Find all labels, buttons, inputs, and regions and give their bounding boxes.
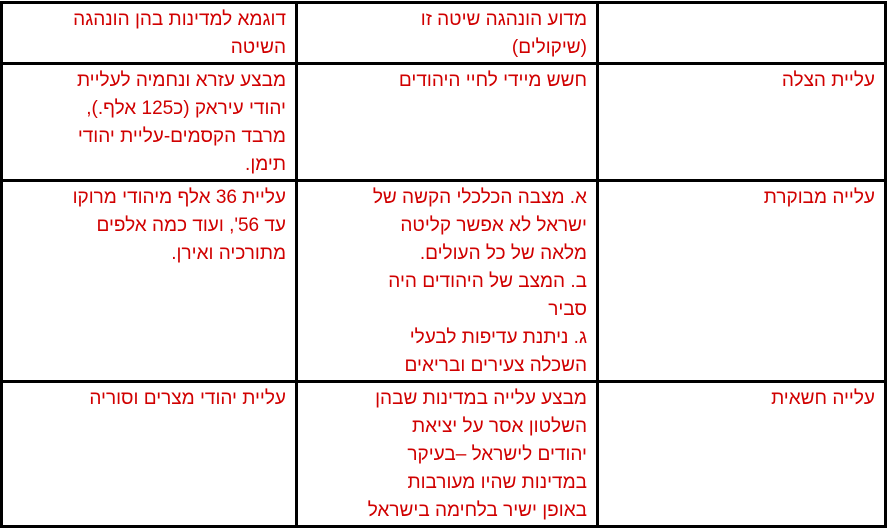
cell-example: דוגמא למדינות בהן הונהגה השיטה	[0, 1, 298, 65]
cell-example: עליית 36 אלף מיהודי מרוקו עד 56', ועוד כמ…	[0, 179, 298, 383]
header-row: מדוע הונהגה שיטה זו (שיקולים) דוגמא למדינו…	[0, 1, 887, 65]
cell-text-line: עד 56', ועוד כמה אלפים	[96, 215, 286, 236]
cell-example: מבצע עזרא ונחמיה לעליית יהודי עיראק (כ125…	[0, 62, 298, 182]
cell-text-line: ב. המצב של היהודים היה	[388, 271, 587, 292]
cell-text-line: תימן.	[245, 154, 286, 175]
cell-reason: מדוע הונהגה שיטה זו (שיקולים)	[295, 1, 599, 65]
cell-text-line: עלייה חשאית	[771, 388, 875, 409]
cell-text-line: מדוע הונהגה שיטה זו	[420, 9, 587, 30]
table-row: עלייה חשאית מבצע עלייה במדינות שבהן השלטון…	[0, 380, 887, 528]
cell-method	[596, 1, 887, 65]
cell-text-line: עלייה מבוקרת	[763, 187, 875, 208]
cell-text-line: השכלה צעירים ובריאים	[404, 355, 588, 376]
cell-method: עלייה חשאית	[596, 380, 887, 528]
cell-text-line: עליית 36 אלף מיהודי מרוקו	[72, 187, 286, 208]
cell-reason: חשש מיידי לחיי היהודים	[295, 62, 599, 182]
cell-text-line: מתורכיה ואירן.	[171, 243, 286, 264]
cell-text-line: דוגמא למדינות בהן הונהגה	[73, 9, 286, 30]
table-row: עלייה מבוקרת א. מצבה הכלכלי הקשה של ישראל …	[0, 179, 887, 383]
cell-text-line: (שיקולים)	[511, 37, 587, 58]
cell-method: עלייה מבוקרת	[596, 179, 887, 383]
cell-text-line: מבצע עלייה במדינות שבהן	[375, 388, 587, 409]
cell-text-line: עליית יהודי מצרים וסוריה	[89, 388, 286, 409]
cell-text-line: סביר	[548, 299, 587, 320]
cell-text-line: עליית הצלה	[781, 70, 875, 91]
cell-text-line: במדינות שהיו מעורבות	[407, 472, 587, 493]
cell-text-line: א. מצבה הכלכלי הקשה של	[372, 187, 587, 208]
cell-text-line: ג. ניתנת עדיפות לבעלי	[409, 327, 587, 348]
cell-method: עליית הצלה	[596, 62, 887, 182]
cell-text-line: יהודים לישראל –בעיקר	[407, 444, 587, 465]
cell-text-line: השיטה	[230, 37, 286, 58]
cell-text-line: השלטון אסר על יציאת	[411, 416, 587, 437]
cell-text-line: באופן ישיר בלחימה בישראל	[367, 500, 587, 521]
cell-text-line: ישראל לא אפשר קליטה	[400, 215, 587, 236]
cell-text-line: יהודי עיראק (כ125 אלף.),	[86, 98, 286, 119]
cell-reason: מבצע עלייה במדינות שבהן השלטון אסר על יצי…	[295, 380, 599, 528]
cell-reason: א. מצבה הכלכלי הקשה של ישראל לא אפשר קליט…	[295, 179, 599, 383]
cell-text-line: מרבד הקסמים-עליית יהודי	[77, 126, 286, 147]
cell-text-line: חשש מיידי לחיי היהודים	[398, 70, 587, 91]
cell-example: עליית יהודי מצרים וסוריה	[0, 380, 298, 528]
cell-text-line: מלאה של כל העולים.	[419, 243, 587, 264]
table-row: עליית הצלה חשש מיידי לחיי היהודים מבצע עזר…	[0, 62, 887, 182]
cell-text-line: מבצע עזרא ונחמיה לעליית	[76, 70, 286, 91]
